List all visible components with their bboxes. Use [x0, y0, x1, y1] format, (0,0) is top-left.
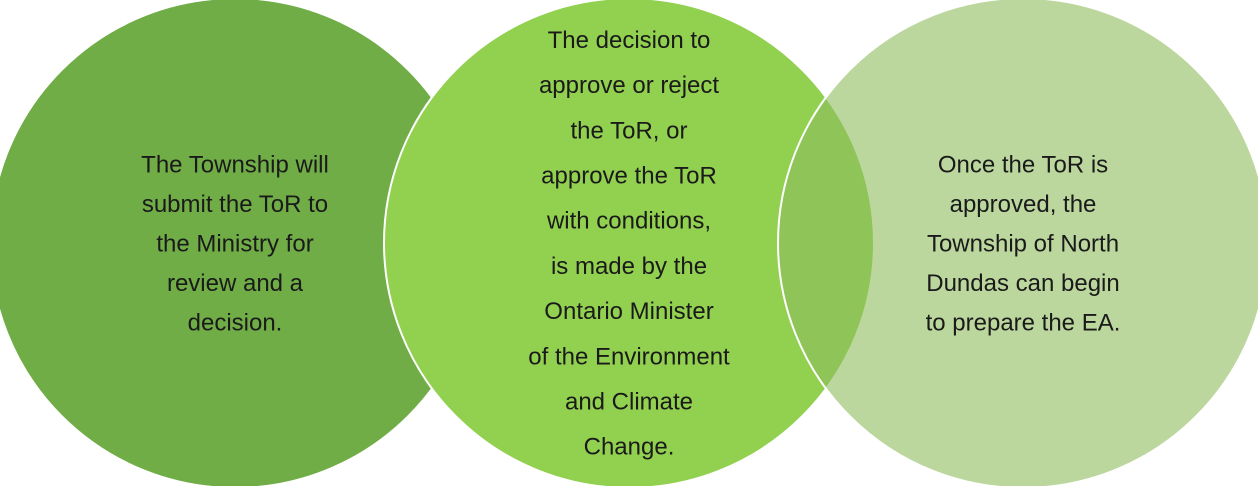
labels: The Township will submit the ToR to the Mi… — [141, 27, 1120, 461]
node-text: the ToR, or — [571, 117, 688, 144]
node-text: The Township will — [141, 151, 329, 178]
circle-right — [777, 0, 1258, 486]
node-text: decision. — [188, 309, 283, 336]
node-text: Once the ToR is — [938, 151, 1108, 178]
node-text: Dundas can begin — [926, 270, 1119, 297]
node-text: of the Environment — [528, 343, 730, 370]
node-text: is made by the — [551, 253, 707, 280]
node-text: the Ministry for — [156, 230, 313, 257]
node-text: The decision to — [548, 27, 711, 54]
node-text: to prepare the EA. — [926, 309, 1121, 336]
node-text: approve or reject — [539, 72, 719, 99]
node-text: Township of North — [927, 230, 1119, 257]
node-text: Ontario Minister — [544, 298, 713, 325]
node-text: with conditions, — [546, 208, 711, 235]
node-text: review and a — [167, 270, 304, 297]
node-text: submit the ToR to — [142, 191, 328, 218]
node-text: and Climate — [565, 389, 693, 416]
node-text: approved, the — [950, 191, 1097, 218]
node-text: approve the ToR — [541, 163, 717, 190]
node-text: Change. — [584, 434, 675, 461]
